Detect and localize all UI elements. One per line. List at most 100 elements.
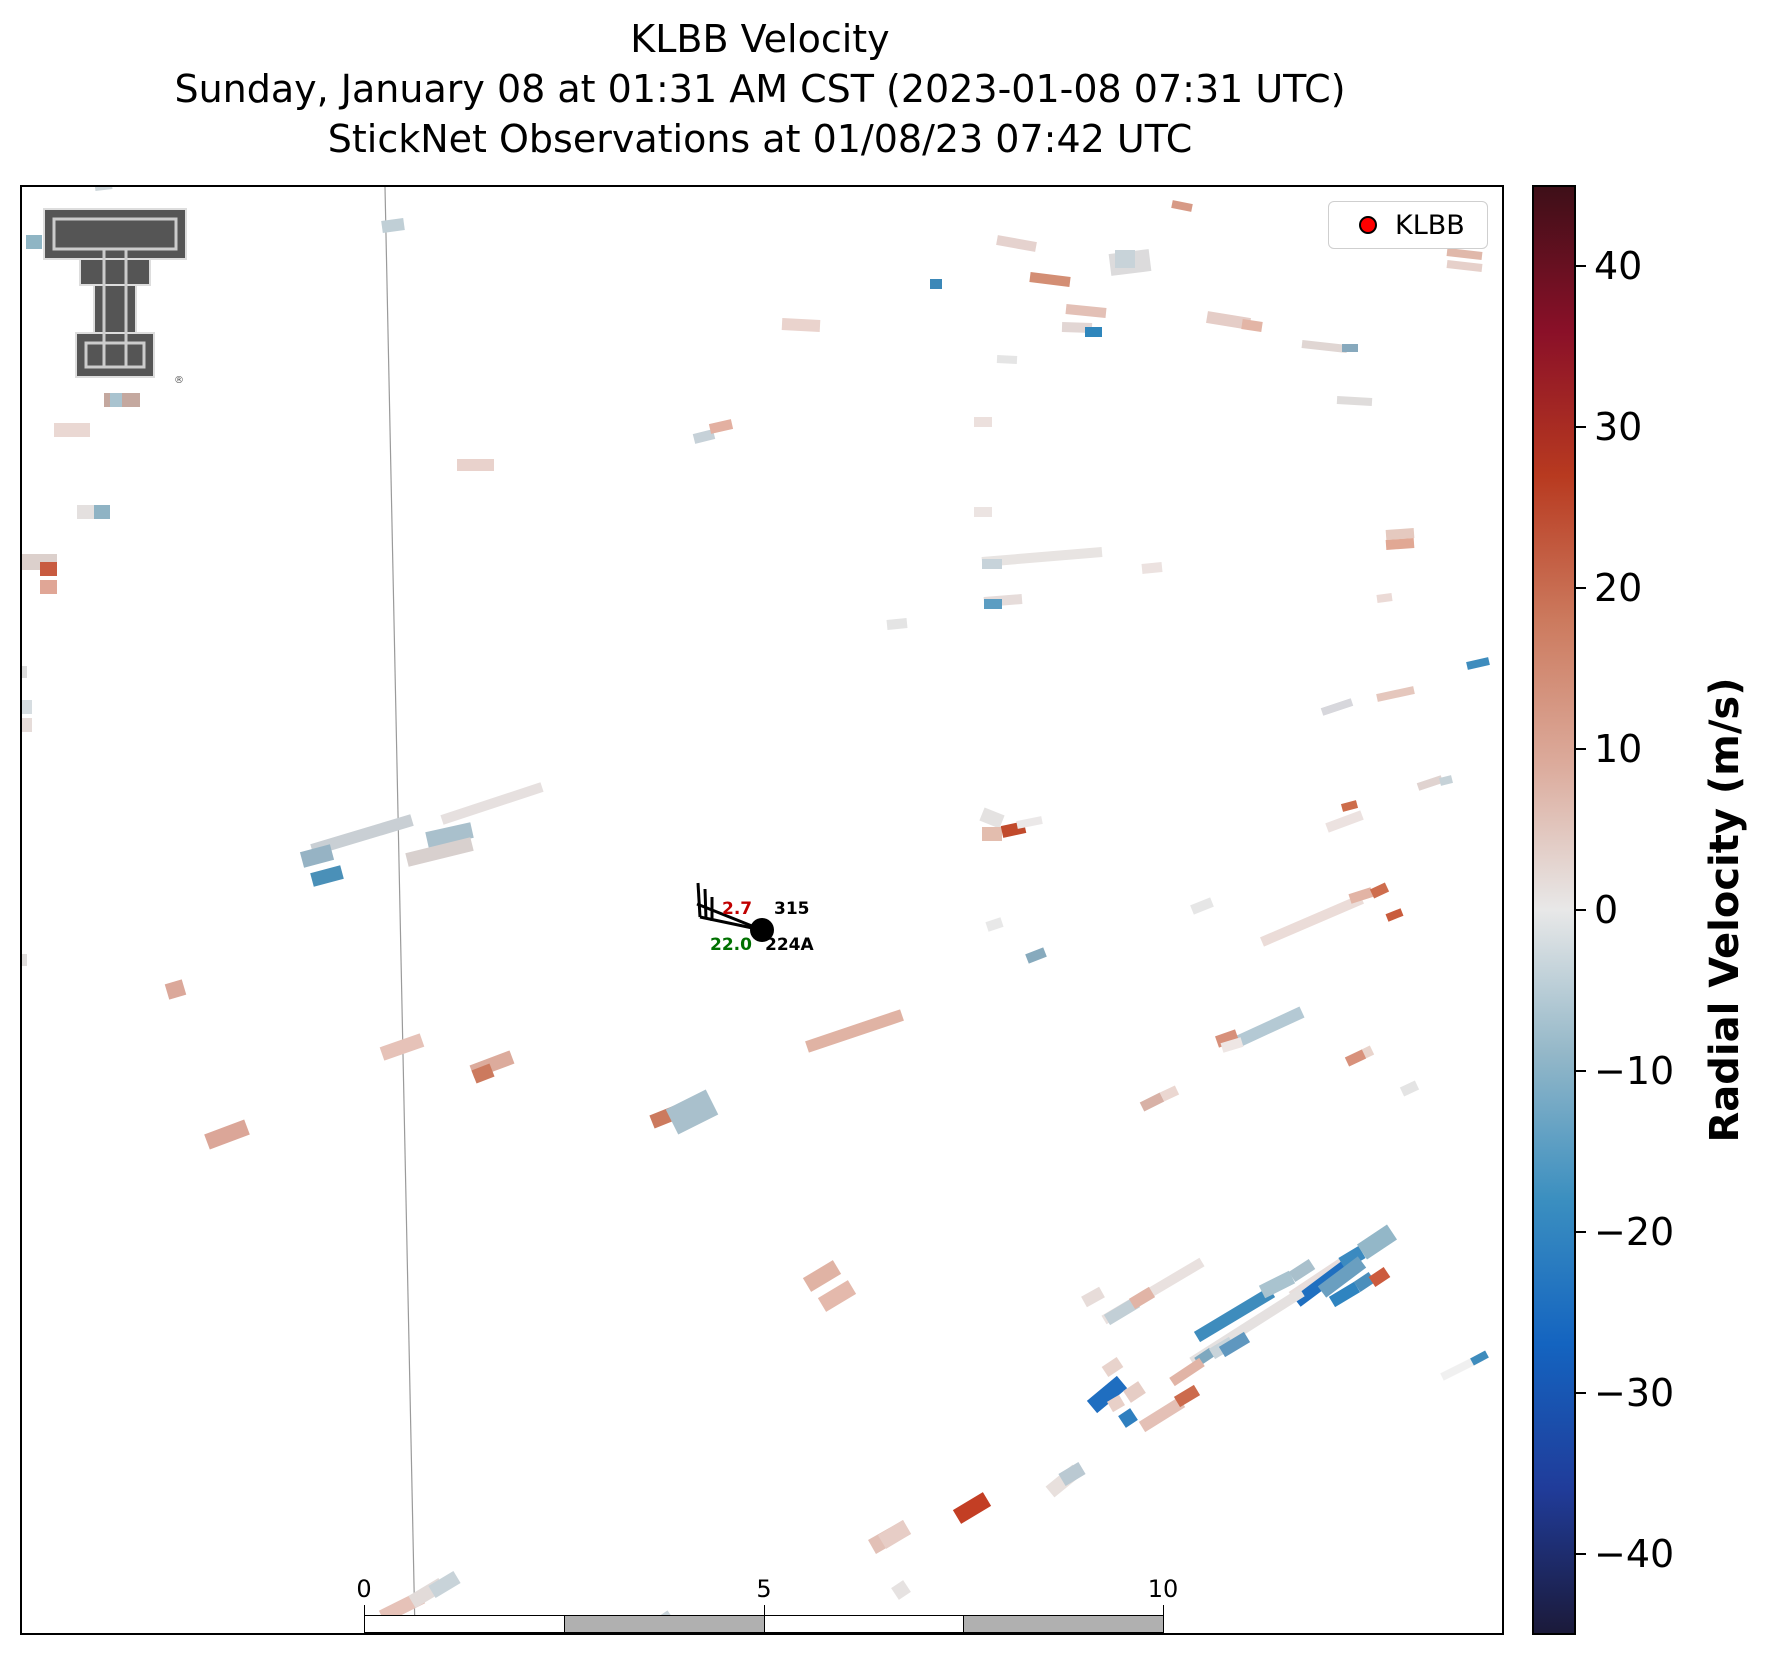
radar-gate xyxy=(1399,1080,1420,1097)
radar-gate xyxy=(692,429,716,444)
radar-gate xyxy=(1260,894,1364,947)
radar-gate xyxy=(1336,396,1373,406)
colorbar-tick-label: 30 xyxy=(1594,404,1643,449)
radar-gate xyxy=(1317,1256,1367,1298)
radar-gate xyxy=(1065,304,1107,318)
scale-tick-10: 10 xyxy=(1147,1575,1179,1603)
legend-label: KLBB xyxy=(1395,209,1465,241)
radar-gate xyxy=(1118,1408,1138,1428)
title-line-3: StickNet Observations at 01/08/23 07:42 … xyxy=(327,117,1193,161)
radar-gate xyxy=(1325,810,1364,833)
radar-gate xyxy=(1139,1092,1165,1112)
colorbar-tick-label: 10 xyxy=(1594,726,1643,771)
obs-temperature: 2.7 xyxy=(722,899,753,919)
colorbar-tick-mark xyxy=(1576,909,1586,911)
radar-gate xyxy=(471,1063,495,1084)
colorbar-tick-label: −20 xyxy=(1594,1210,1675,1255)
radar-gate xyxy=(1439,775,1453,786)
county-boundary-line xyxy=(384,187,416,1633)
radar-gate xyxy=(1376,593,1393,603)
radar-gate xyxy=(440,782,544,825)
colorbar-tick-mark xyxy=(1576,586,1586,589)
station-marker[interactable] xyxy=(750,918,774,942)
obs-station-top: 315 xyxy=(774,899,810,919)
colorbar-title: Radial Velocity (m/s) xyxy=(1702,677,1748,1143)
double-t-logo: ® xyxy=(40,205,190,399)
radar-gate xyxy=(1368,1267,1391,1287)
colorbar-tick-mark xyxy=(1576,1070,1586,1073)
radar-gate xyxy=(1218,1331,1251,1358)
radar-gate xyxy=(708,419,734,434)
radar-gate xyxy=(877,1520,912,1549)
scale-tick-0: 0 xyxy=(356,1575,372,1603)
radar-gate xyxy=(802,1260,842,1292)
radar-gate xyxy=(1173,1384,1201,1408)
colorbar-tick-label: −30 xyxy=(1594,1371,1675,1416)
radar-gate xyxy=(1470,1350,1489,1366)
radar-gate xyxy=(1190,897,1214,915)
radar-gates xyxy=(22,187,1490,1633)
radar-gate xyxy=(781,318,821,332)
radar-gate xyxy=(996,235,1037,252)
scale-tick-5: 5 xyxy=(756,1575,772,1603)
colorbar-tick-mark xyxy=(1576,264,1586,267)
radar-gate xyxy=(1103,1296,1141,1326)
radar-map[interactable]: ® KLBB 2.7 315 22.0 224A 0 5 10 km xyxy=(20,185,1504,1635)
radar-gate xyxy=(817,1280,857,1312)
radar-gate xyxy=(1338,1245,1366,1271)
colorbar-tick-mark xyxy=(1576,1553,1586,1556)
radar-gate xyxy=(1348,887,1374,904)
radar-gate xyxy=(310,865,344,887)
radar-gate xyxy=(1385,538,1415,550)
radar-gate xyxy=(1288,1258,1316,1283)
klbb-marker-icon xyxy=(1359,216,1377,234)
radar-gate xyxy=(1016,816,1043,829)
radar-gate xyxy=(985,917,1004,932)
radar-gate xyxy=(996,355,1018,364)
radar-gate xyxy=(1357,1224,1397,1260)
radar-gate xyxy=(1138,1396,1186,1433)
radar-gate xyxy=(1128,1286,1156,1310)
radar-gate xyxy=(1328,1281,1361,1308)
radar-gate xyxy=(952,1492,992,1524)
radar-gate xyxy=(1385,908,1404,922)
radar-gate xyxy=(1376,686,1415,702)
radar-gate xyxy=(1058,1461,1086,1487)
radar-gate xyxy=(1258,1270,1296,1299)
colorbar-tick-mark xyxy=(1576,1392,1586,1395)
radar-gate xyxy=(1171,200,1193,212)
radar-gate xyxy=(1340,800,1359,812)
colorbar-tick-label: 0 xyxy=(1594,888,1619,932)
radar-gate xyxy=(1446,248,1483,260)
radar-gate xyxy=(1416,775,1444,791)
obs-station-bottom: 224A xyxy=(765,935,814,955)
velocity-field xyxy=(22,187,1490,1633)
radar-gate xyxy=(204,1119,250,1150)
radar-gate xyxy=(979,807,1005,829)
colorbar-tick-label: 20 xyxy=(1594,565,1643,610)
radar-gate xyxy=(1193,1286,1276,1343)
radar-gate xyxy=(299,844,335,868)
radar-gate xyxy=(1344,1049,1367,1067)
radar-gate xyxy=(1353,1272,1376,1292)
radar-gate xyxy=(1169,1357,1205,1387)
plot-title: KLBB Velocity Sunday, January 08 at 01:3… xyxy=(0,14,1520,164)
radar-gate xyxy=(1446,260,1483,272)
radar-gate xyxy=(379,1033,425,1061)
radar-gate xyxy=(405,837,474,867)
radar-gate xyxy=(425,822,474,848)
radar-gate xyxy=(1215,1029,1239,1048)
radar-gate xyxy=(805,1009,904,1053)
colorbar-tick-label: −10 xyxy=(1594,1049,1675,1094)
radar-gate xyxy=(381,218,405,233)
radar-gate xyxy=(1081,1286,1105,1308)
radar-gate xyxy=(1025,947,1047,964)
colorbar-tick-mark xyxy=(1576,747,1586,750)
obs-dewpoint: 22.0 xyxy=(710,935,752,955)
colorbar-tick-label: 40 xyxy=(1594,243,1643,288)
colorbar-tick-mark xyxy=(1576,1231,1586,1234)
radar-gate xyxy=(1241,319,1263,332)
radar-gate xyxy=(1220,1037,1244,1053)
svg-text:®: ® xyxy=(174,375,184,386)
radar-gate xyxy=(891,1580,911,1600)
